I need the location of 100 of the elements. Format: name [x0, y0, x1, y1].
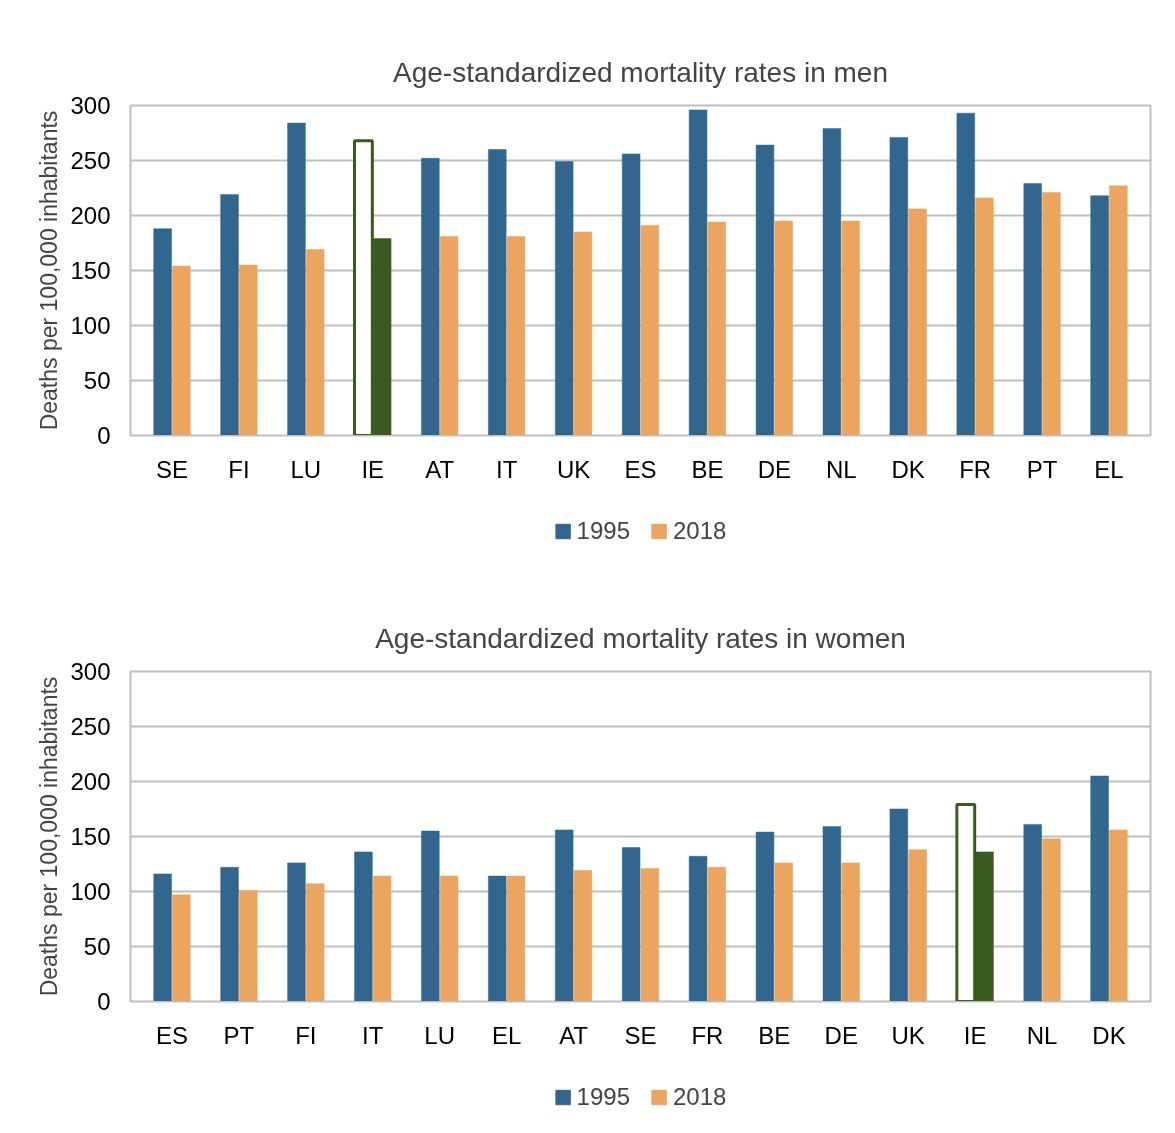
- bar: [506, 236, 526, 436]
- bar: [172, 894, 191, 1002]
- bar: [1109, 185, 1128, 436]
- bar: [889, 808, 908, 1002]
- x-tick-label: DE: [824, 1021, 858, 1049]
- bar: [488, 149, 507, 436]
- y-tick-label: 300: [70, 658, 111, 685]
- bar: [1109, 829, 1128, 1002]
- bar: [707, 867, 726, 1002]
- bar: [555, 829, 574, 1002]
- bar: [688, 109, 708, 436]
- bar: [220, 867, 239, 1002]
- x-tick-label: IT: [362, 1021, 384, 1049]
- bar: [822, 128, 842, 436]
- bar: [488, 875, 507, 1002]
- bar: [220, 194, 239, 436]
- y-tick-label: 0: [97, 422, 111, 449]
- bar: [373, 875, 392, 1002]
- y-tick-label: 50: [83, 933, 111, 960]
- y-tick-label: 200: [70, 768, 111, 795]
- bar: [239, 264, 258, 436]
- bar: [707, 221, 726, 436]
- x-tick-label: DK: [1092, 1021, 1126, 1049]
- bar: [506, 875, 526, 1002]
- bar: [755, 831, 775, 1002]
- x-tick-label: DE: [757, 455, 792, 483]
- bar: [573, 231, 593, 436]
- chart-title: Age-standardized mortality rates in men: [393, 57, 888, 88]
- bar: [889, 137, 908, 436]
- bar: [306, 249, 325, 436]
- bar: [306, 883, 325, 1002]
- chart-title: Age-standardized mortality rates in women: [375, 623, 906, 654]
- bar: [287, 862, 306, 1002]
- y-tick-label: 250: [70, 713, 111, 740]
- bar: [439, 875, 459, 1002]
- bar: [841, 220, 860, 436]
- bar: [774, 862, 793, 1002]
- x-tick-label: UK: [891, 1021, 925, 1049]
- x-tick-label: ES: [624, 455, 657, 483]
- x-tick-label: EL: [491, 1021, 522, 1049]
- bar: [421, 158, 440, 436]
- bar: [573, 870, 593, 1002]
- bar: [354, 851, 373, 1002]
- legend-label: 1995: [576, 517, 630, 545]
- bar: [421, 830, 440, 1002]
- y-axis-title: Deaths per 100,000 inhabitants: [36, 110, 63, 431]
- bar: [1042, 838, 1061, 1002]
- x-tick-label: AT: [425, 455, 455, 483]
- bar: [621, 153, 641, 436]
- bar: [239, 890, 258, 1002]
- y-tick-label: 250: [70, 147, 111, 174]
- bar: [1042, 192, 1061, 436]
- x-tick-label: DK: [891, 455, 925, 483]
- x-tick-label: IE: [963, 1021, 987, 1049]
- bar: [975, 197, 994, 436]
- x-tick-label: PT: [223, 1021, 255, 1049]
- x-tick-label: LU: [424, 1021, 456, 1049]
- bar: [1090, 195, 1109, 436]
- bar: [822, 826, 842, 1002]
- x-tick-label: IE: [361, 455, 385, 483]
- x-tick-label: FI: [228, 455, 250, 483]
- x-tick-label: LU: [290, 455, 322, 483]
- x-tick-label: IT: [495, 455, 518, 483]
- bar: [640, 225, 660, 436]
- y-tick-label: 150: [70, 257, 111, 284]
- x-tick-label: NL: [825, 455, 857, 483]
- bar: [640, 868, 660, 1002]
- legend-label: 2018: [673, 517, 727, 545]
- legend-label: 2018: [673, 1083, 727, 1111]
- y-tick-label: 100: [70, 878, 111, 905]
- x-tick-label: UK: [556, 455, 591, 483]
- x-tick-label: FR: [959, 455, 992, 483]
- x-tick-label: AT: [559, 1021, 589, 1049]
- y-tick-label: 300: [70, 92, 111, 119]
- bar: [908, 849, 927, 1002]
- y-tick-label: 200: [70, 202, 111, 229]
- bar: [1090, 775, 1109, 1002]
- bar: [908, 208, 927, 436]
- bar: [153, 228, 172, 436]
- bar: [755, 144, 775, 436]
- bar: [153, 873, 172, 1002]
- x-tick-label: NL: [1026, 1021, 1058, 1049]
- x-tick-label: EL: [1094, 455, 1124, 483]
- bar: [841, 862, 860, 1002]
- x-tick-label: PT: [1026, 455, 1058, 483]
- y-tick-label: 0: [97, 988, 111, 1015]
- bar: [956, 112, 975, 436]
- bar: [621, 847, 641, 1002]
- y-tick-label: 100: [70, 312, 111, 339]
- bar: [555, 161, 574, 436]
- y-tick-label: 150: [70, 823, 111, 850]
- y-tick-label: 50: [83, 367, 111, 394]
- x-tick-label: FI: [295, 1021, 317, 1049]
- x-tick-label: BE: [758, 1021, 791, 1049]
- bar: [172, 265, 191, 436]
- x-tick-label: BE: [691, 455, 724, 483]
- bar: [439, 236, 459, 436]
- y-axis-title: Deaths per 100,000 inhabitants: [36, 676, 63, 997]
- bar: [1023, 183, 1042, 436]
- bar: [287, 122, 306, 436]
